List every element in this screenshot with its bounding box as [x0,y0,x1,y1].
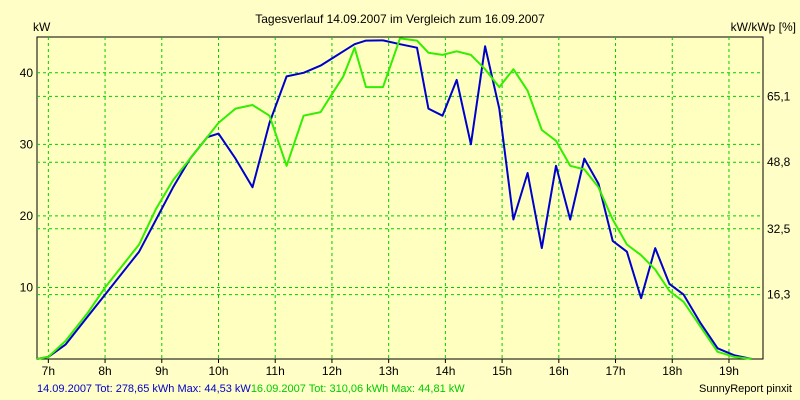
series-layer [36,37,752,360]
legend-entry-series-2: 16.09.2007 Tot: 310,06 kWh Max: 44,81 kW [250,383,465,395]
x-tick-label: 8h [98,364,111,378]
x-tick-label: 10h [208,364,228,378]
y2-tick-label: 48,8 [767,155,791,169]
y-tick-labels: 10 20 30 40 [20,66,34,295]
plot-area [36,36,764,360]
series-line-1 [36,39,752,360]
legend: 14.09.2007 Tot: 278,65 kWh Max: 44,53 kW… [37,383,465,395]
x-tick-label: 19h [719,364,739,378]
x-tick-label: 14h [435,364,455,378]
y2-tick-label: 32,5 [767,222,791,236]
y2-tick-labels: 16,3 32,5 48,8 65,1 [767,89,791,301]
x-tick-label: 12h [322,364,342,378]
x-tick-label: 16h [549,364,569,378]
y-tick-label: 20 [20,209,34,223]
y-tick-label: 30 [20,137,34,151]
x-tick-label: 13h [379,364,399,378]
x-tick-label: 15h [492,364,512,378]
y-tick-label: 10 [20,280,34,294]
x-tick-label: 7h [42,364,55,378]
y2-tick-label: 65,1 [767,89,791,103]
y2-tick-label: 16,3 [767,288,791,302]
chart-title: Tagesverlauf 14.09.2007 im Vergleich zum… [255,12,545,26]
x-tick-label: 11h [266,364,285,378]
x-tick-label: 18h [662,364,682,378]
legend-entry-series-1: 14.09.2007 Tot: 278,65 kWh Max: 44,53 kW [37,383,251,395]
x-tick-labels: 7h 8h 9h 10h 11h 12h 13h 14h 15h 16h 17h 18h 19h [42,364,739,378]
series-line-2 [36,37,752,360]
credit-text: SunnyReport pinxit [699,383,792,395]
x-tick-label: 9h [155,364,168,378]
y-tick-label: 40 [20,66,34,80]
x-tick-label: 17h [606,364,626,378]
grid-vertical [47,37,730,363]
y2-axis-label: kW/kWp [%] [731,20,796,34]
y-axis-label: kW [33,20,51,34]
